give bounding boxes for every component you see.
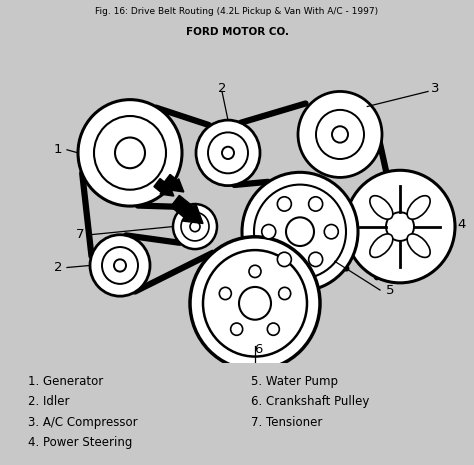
Text: 4: 4 [458, 218, 466, 231]
Text: 1. Generator: 1. Generator [28, 375, 104, 388]
Circle shape [267, 323, 279, 335]
Text: 6. Crankshaft Pulley: 6. Crankshaft Pulley [251, 395, 370, 408]
Text: 2: 2 [218, 82, 226, 95]
Circle shape [316, 110, 364, 159]
Text: 7. Tensioner: 7. Tensioner [251, 416, 323, 429]
Circle shape [239, 287, 271, 320]
Circle shape [298, 92, 382, 178]
Text: 2. Idler: 2. Idler [28, 395, 70, 408]
Circle shape [114, 259, 126, 272]
Circle shape [277, 197, 292, 211]
Circle shape [90, 235, 150, 296]
Text: 1: 1 [54, 143, 62, 156]
Text: FORD MOTOR CO.: FORD MOTOR CO. [185, 27, 289, 37]
Circle shape [115, 138, 145, 168]
Circle shape [181, 212, 209, 241]
FancyArrow shape [164, 174, 184, 192]
Text: 4. Power Steering: 4. Power Steering [28, 436, 133, 449]
Text: 2: 2 [54, 261, 62, 274]
Circle shape [190, 237, 320, 370]
Text: 6: 6 [254, 343, 262, 356]
Circle shape [173, 204, 217, 249]
Text: 5. Water Pump: 5. Water Pump [251, 375, 338, 388]
Circle shape [309, 197, 323, 211]
Circle shape [94, 116, 166, 190]
Circle shape [277, 252, 292, 266]
FancyArrow shape [171, 195, 203, 224]
Circle shape [279, 287, 291, 299]
Circle shape [208, 133, 248, 173]
Ellipse shape [370, 234, 393, 258]
Circle shape [222, 147, 234, 159]
Text: 3. A/C Compressor: 3. A/C Compressor [28, 416, 138, 429]
Circle shape [345, 170, 455, 283]
Circle shape [262, 225, 276, 239]
Text: 5: 5 [386, 284, 394, 297]
Text: Fig. 16: Drive Belt Routing (4.2L Pickup & Van With A/C - 1997): Fig. 16: Drive Belt Routing (4.2L Pickup… [95, 7, 379, 16]
Ellipse shape [407, 196, 430, 219]
Circle shape [78, 100, 182, 206]
Text: 7: 7 [76, 228, 84, 241]
Circle shape [196, 120, 260, 186]
Circle shape [190, 221, 200, 232]
FancyArrow shape [154, 179, 174, 196]
Circle shape [286, 217, 314, 246]
Circle shape [203, 250, 307, 357]
Ellipse shape [407, 234, 430, 258]
Circle shape [242, 173, 358, 291]
Text: 3: 3 [431, 82, 439, 95]
Circle shape [219, 287, 231, 299]
Circle shape [102, 247, 138, 284]
Circle shape [332, 126, 348, 143]
Ellipse shape [370, 196, 393, 219]
Circle shape [254, 185, 346, 279]
Circle shape [386, 212, 414, 241]
Circle shape [231, 323, 243, 335]
Circle shape [309, 252, 323, 266]
Circle shape [324, 225, 338, 239]
Circle shape [249, 265, 261, 278]
